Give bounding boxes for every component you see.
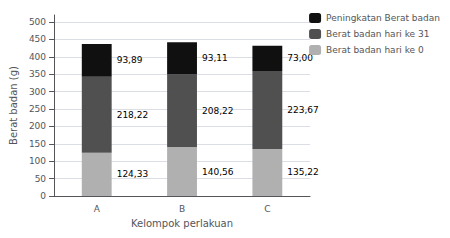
svg-text:124,33: 124,33 — [117, 169, 149, 179]
svg-text:350: 350 — [29, 69, 46, 79]
svg-text:140,56: 140,56 — [202, 167, 234, 177]
svg-text:100: 100 — [29, 156, 46, 166]
svg-text:218,22: 218,22 — [117, 110, 149, 120]
svg-text:B: B — [179, 204, 185, 214]
svg-text:A: A — [94, 204, 101, 214]
svg-text:135,22: 135,22 — [287, 167, 319, 177]
svg-text:400: 400 — [29, 52, 46, 62]
svg-text:Berat badan hari ke 31: Berat badan hari ke 31 — [326, 29, 429, 39]
svg-text:208,22: 208,22 — [202, 106, 234, 116]
svg-text:Kelompok perlakuan: Kelompok perlakuan — [131, 218, 233, 229]
svg-text:Berat badan hari ke 0: Berat badan hari ke 0 — [326, 45, 424, 55]
svg-text:93,89: 93,89 — [117, 55, 143, 65]
svg-text:450: 450 — [29, 34, 46, 44]
svg-text:0: 0 — [40, 191, 46, 201]
svg-text:223,67: 223,67 — [287, 105, 319, 115]
svg-text:93,11: 93,11 — [202, 53, 228, 63]
svg-text:500: 500 — [29, 17, 46, 27]
svg-text:Berat badan (g): Berat badan (g) — [8, 66, 19, 145]
svg-text:Peningkatan Berat badan: Peningkatan Berat badan — [326, 13, 440, 23]
svg-text:250: 250 — [29, 104, 46, 114]
svg-text:C: C — [264, 204, 270, 214]
svg-text:73,00: 73,00 — [287, 53, 313, 63]
svg-text:150: 150 — [29, 139, 46, 149]
svg-text:300: 300 — [29, 87, 46, 97]
svg-text:200: 200 — [29, 121, 46, 131]
svg-text:50: 50 — [35, 174, 47, 184]
